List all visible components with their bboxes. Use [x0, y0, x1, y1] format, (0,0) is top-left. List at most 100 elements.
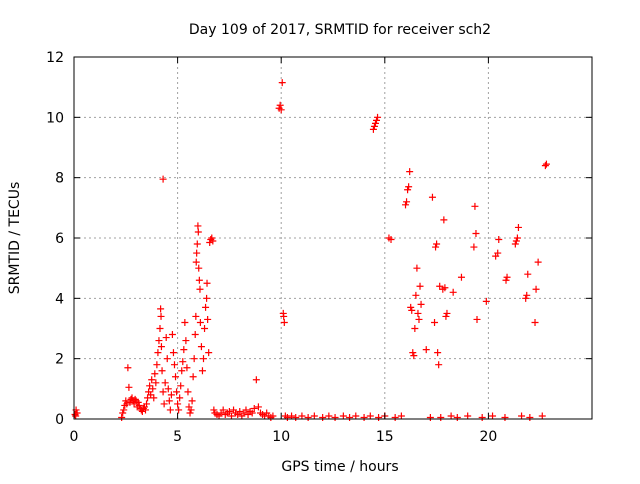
data-point	[125, 383, 133, 391]
data-point	[478, 413, 486, 421]
data-point	[541, 162, 549, 170]
data-point	[443, 309, 451, 317]
data-point	[397, 412, 405, 420]
data-point	[449, 288, 457, 296]
data-point	[119, 409, 127, 417]
data-point	[174, 400, 182, 408]
data-point	[155, 337, 163, 345]
data-point	[523, 291, 531, 299]
data-point	[183, 364, 191, 372]
data-point	[426, 413, 434, 421]
data-point	[182, 337, 190, 345]
data-point	[194, 228, 202, 236]
data-point	[179, 358, 187, 366]
data-point	[184, 388, 192, 396]
data-point	[204, 315, 212, 323]
y-tick-label: 8	[55, 171, 64, 187]
data-point	[503, 273, 511, 281]
data-point	[141, 406, 149, 414]
data-point	[196, 285, 204, 293]
data-point	[433, 240, 441, 248]
data-point	[120, 406, 128, 414]
data-point	[123, 400, 131, 408]
data-point	[126, 398, 134, 406]
tick-labels: 0 5 10 15 20 0 2 4 6 8 10 12	[46, 50, 497, 445]
x-tick-label: 20	[479, 429, 497, 445]
data-point	[417, 300, 425, 308]
y-tick-label: 0	[55, 412, 64, 428]
data-point	[202, 303, 210, 311]
data-point	[473, 315, 481, 323]
data-point	[138, 407, 146, 415]
y-tick-label: 4	[55, 291, 64, 307]
data-point	[242, 406, 250, 414]
data-point	[147, 391, 155, 399]
data-point	[371, 119, 379, 127]
x-tick-label: 5	[173, 429, 182, 445]
data-point	[181, 318, 189, 326]
data-point	[288, 412, 296, 420]
data-point	[435, 361, 443, 369]
data-point	[252, 376, 260, 384]
data-point	[408, 306, 416, 314]
data-point	[164, 385, 172, 393]
x-axis-label: GPS time / hours	[281, 459, 398, 475]
data-point	[403, 198, 411, 206]
data-point	[470, 243, 478, 251]
grid-lines	[74, 57, 592, 419]
data-point	[457, 273, 465, 281]
data-point	[411, 325, 419, 332]
data-point	[526, 413, 534, 421]
data-point	[415, 315, 423, 323]
data-point	[203, 294, 211, 302]
data-point	[413, 264, 421, 272]
data-point	[157, 343, 165, 351]
data-point	[176, 394, 184, 402]
data-point	[143, 400, 151, 408]
data-point	[170, 361, 178, 369]
data-point	[201, 325, 209, 332]
data-point	[447, 412, 455, 420]
data-point	[304, 413, 312, 421]
data-point	[501, 413, 509, 421]
data-point	[405, 183, 413, 191]
data-point	[319, 413, 327, 421]
data-point	[162, 334, 170, 342]
data-point	[366, 412, 374, 420]
data-point	[158, 367, 166, 375]
data-point	[148, 376, 156, 384]
data-point	[370, 122, 378, 130]
data-point	[422, 346, 430, 354]
data-point	[157, 305, 165, 313]
data-point	[269, 412, 277, 420]
data-point	[149, 385, 157, 393]
data-point	[375, 413, 383, 421]
data-point	[160, 400, 168, 408]
data-point	[472, 229, 480, 237]
data-point	[188, 397, 196, 405]
data-point	[157, 312, 165, 320]
data-point	[502, 276, 510, 284]
data-point	[159, 175, 167, 183]
y-tick-label: 2	[55, 352, 64, 368]
data-point	[434, 349, 442, 357]
data-point	[192, 258, 200, 266]
data-point	[441, 284, 449, 292]
y-tick-label: 10	[46, 110, 64, 126]
data-point	[542, 160, 550, 168]
data-point	[283, 413, 291, 421]
data-point	[331, 413, 339, 421]
data-point	[471, 202, 479, 210]
data-point	[205, 349, 213, 357]
data-point	[195, 276, 203, 284]
data-point	[152, 379, 160, 387]
data-point	[436, 282, 444, 290]
axis-ticks	[73, 56, 592, 420]
x-tick-label: 10	[272, 429, 290, 445]
data-point	[168, 331, 176, 339]
data-point	[189, 373, 197, 381]
data-point	[407, 303, 415, 311]
data-point	[172, 373, 180, 381]
data-point	[513, 234, 521, 242]
